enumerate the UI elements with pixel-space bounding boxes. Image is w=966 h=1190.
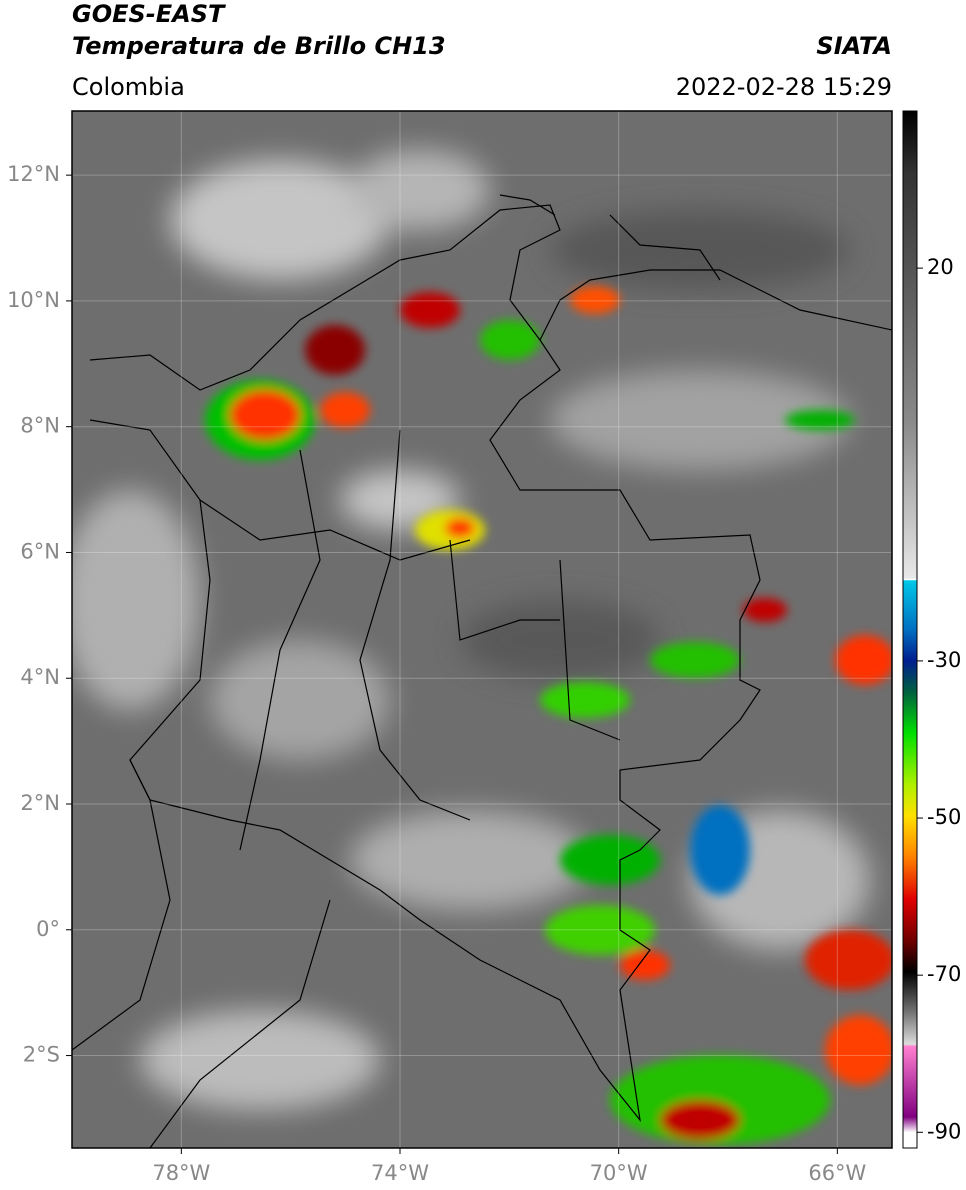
y-tick-label: 8°N — [20, 414, 60, 438]
datetime: 2022-02-28 15:29 — [676, 73, 892, 101]
y-tick-label: 4°N — [20, 665, 60, 689]
region: Colombia — [72, 73, 185, 101]
colorbar-tick-label: -90 — [927, 1119, 961, 1143]
colorbar-tick-label: -50 — [927, 805, 961, 829]
satellite-image — [72, 111, 892, 1148]
colorbar-tick-label: 20 — [927, 255, 954, 279]
y-tick-label: 6°N — [20, 539, 60, 563]
y-tick-label: 2°S — [23, 1043, 60, 1067]
colorbar — [902, 110, 918, 1149]
y-tick-label: 2°N — [20, 791, 60, 815]
x-tick-label: 70°W — [590, 1161, 648, 1185]
y-tick-label: 12°N — [7, 162, 60, 186]
grid — [72, 111, 892, 1148]
y-tick-label: 10°N — [7, 288, 60, 312]
map-frame — [71, 110, 893, 1149]
source: SIATA — [816, 32, 892, 60]
subtitle: Temperatura de Brillo CH13 — [72, 32, 446, 60]
y-tick-label: 0° — [36, 917, 60, 941]
x-tick-label: 66°W — [808, 1161, 866, 1185]
colorbar-tick-label: -30 — [927, 648, 961, 672]
x-tick-label: 74°W — [371, 1161, 429, 1185]
title: GOES-EAST — [72, 0, 226, 28]
x-tick-label: 78°W — [152, 1161, 210, 1185]
colorbar-tick-label: -70 — [927, 962, 961, 986]
